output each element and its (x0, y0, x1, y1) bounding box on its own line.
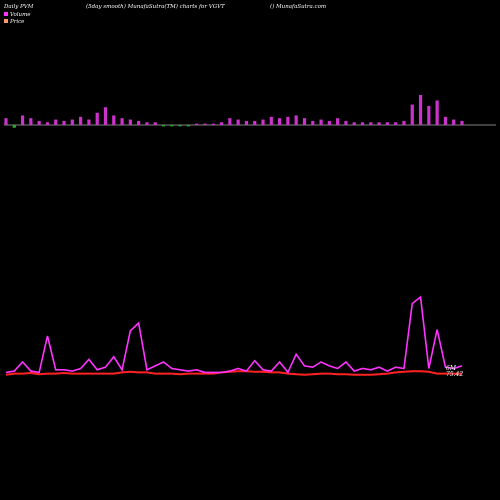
volume-bar (344, 120, 348, 125)
volume-bar (137, 120, 141, 125)
volume-bar (294, 115, 298, 125)
volume-bar (54, 119, 58, 125)
last-volume-label: 6M (446, 365, 457, 372)
legend-price-swatch (4, 19, 8, 23)
volume-bar (319, 119, 323, 125)
volume-bar (95, 112, 99, 125)
volume-bar (336, 118, 340, 125)
volume-bars (4, 95, 464, 128)
volume-bar (261, 119, 265, 125)
volume-bar (443, 116, 448, 125)
volume-bar (253, 120, 257, 125)
legend-volume-swatch (4, 12, 8, 16)
volume-bar (178, 125, 182, 127)
volume-bar (394, 122, 398, 125)
volume-bar (385, 122, 389, 125)
volume-bar (37, 120, 41, 125)
volume-bar (352, 122, 356, 125)
volume-bar (161, 125, 166, 127)
volume-bar (153, 122, 157, 125)
volume-bar (435, 100, 439, 125)
volume-bar (62, 120, 66, 125)
volume-bar (211, 123, 215, 125)
volume-bar (186, 125, 190, 127)
volume-bar (269, 116, 273, 125)
volume-bar (327, 120, 331, 125)
volume-bar (128, 119, 132, 125)
volume-bar (87, 119, 91, 125)
volume-bar (286, 116, 290, 125)
volume-bar (228, 118, 232, 125)
chart-header-left: Daily PVM (3, 4, 34, 10)
volume-bar (29, 118, 33, 125)
volume-bar (70, 119, 74, 125)
volume-bar (278, 118, 282, 125)
volume-bar (311, 120, 315, 125)
volume-bar (112, 115, 116, 125)
pvm-line (5, 295, 463, 374)
volume-bar (219, 122, 224, 125)
volume-bar (203, 123, 207, 125)
volume-bar (460, 120, 464, 125)
volume-bar (418, 95, 423, 125)
volume-bar (360, 122, 365, 125)
volume-bar (427, 105, 431, 125)
legend-price-label: Price (9, 19, 25, 25)
volume-bar (170, 125, 174, 127)
volume-bar (4, 118, 8, 125)
volume-bar (12, 125, 16, 128)
price-line (5, 370, 462, 376)
volume-bar (20, 115, 25, 125)
chart-header-center: (5day smooth) MunafaSutra(TM) charts for… (86, 3, 225, 10)
volume-bar (120, 118, 124, 125)
volume-bar (79, 116, 83, 125)
volume-bar (452, 119, 456, 125)
volume-bar (377, 122, 381, 125)
legend-volume-label: Volume (10, 12, 31, 18)
volume-bar (410, 104, 414, 125)
volume-bar (369, 122, 373, 125)
volume-bar (402, 120, 406, 125)
volume-bar (103, 107, 108, 125)
volume-bar (302, 118, 307, 125)
volume-bar (195, 123, 199, 125)
chart-header-right: () MunafaSutra.com (270, 3, 326, 10)
volume-bar (145, 122, 149, 125)
volume-bar (244, 120, 249, 125)
volume-bar (45, 122, 50, 125)
volume-bar (236, 119, 240, 125)
last-price-label: 75.42 (446, 371, 463, 378)
